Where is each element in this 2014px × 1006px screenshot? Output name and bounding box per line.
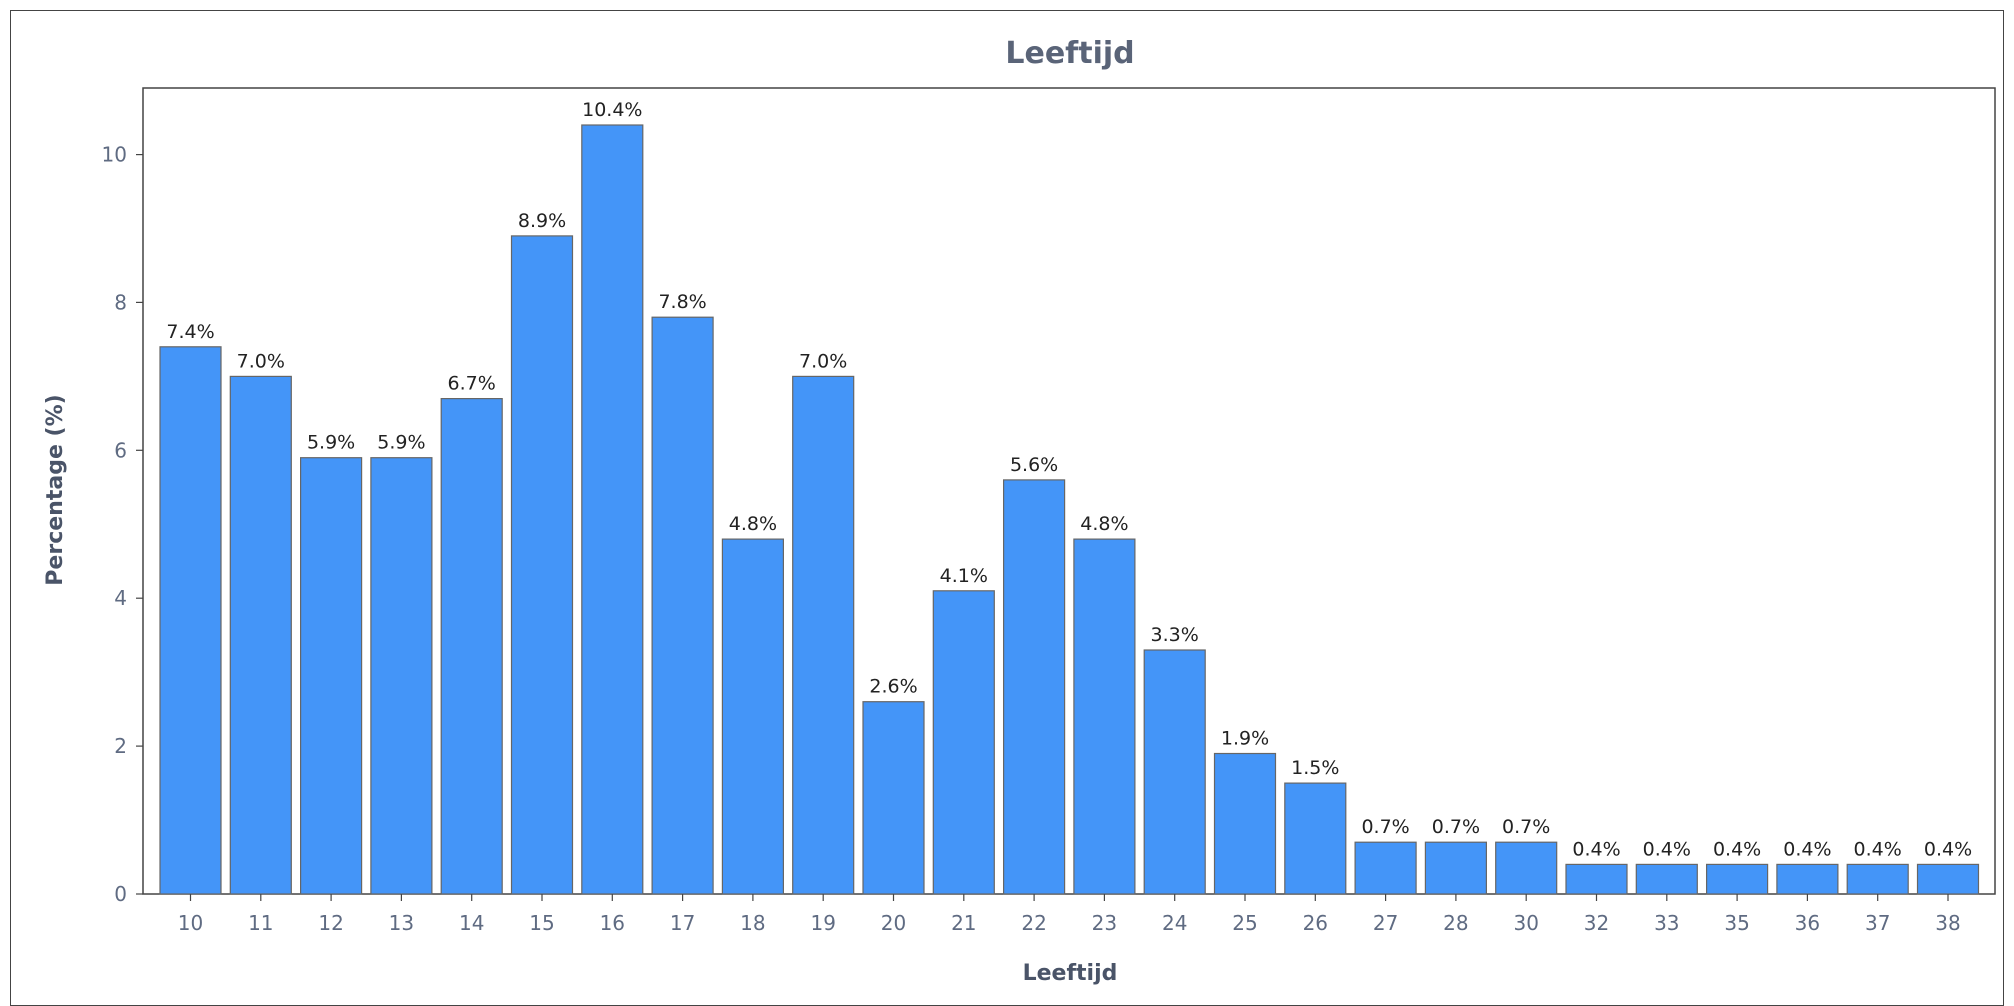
- x-tick-label-32: 32: [1584, 911, 1609, 935]
- x-tick-label-35: 35: [1724, 911, 1749, 935]
- y-tick-label-10: 10: [102, 143, 127, 167]
- bar-30: [1495, 841, 1558, 895]
- x-tick-label-27: 27: [1373, 911, 1398, 935]
- y-tick-label-6: 6: [114, 438, 127, 462]
- data-label-15: 8.9%: [518, 210, 566, 232]
- bars-group: 7.4% 7.0% 5.9% 5.9% 6.7% 8.9% 10.4% 7.8% 4.8% 7.0…: [159, 99, 1980, 895]
- y-tick-label-4: 4: [114, 586, 127, 610]
- bar-23: [1073, 538, 1136, 895]
- x-tick-label-19: 19: [810, 911, 835, 935]
- bar-22: [1002, 479, 1066, 895]
- bar-19: [792, 375, 855, 895]
- data-label-32: 0.4%: [1572, 838, 1620, 860]
- bar-37: [1846, 863, 1909, 895]
- bar-25: [1213, 752, 1277, 895]
- data-label-24: 3.3%: [1151, 624, 1199, 646]
- bar-17: [651, 316, 714, 895]
- data-label-36: 0.4%: [1783, 838, 1831, 860]
- data-label-10: 7.4%: [166, 321, 214, 343]
- data-label-23: 4.8%: [1080, 513, 1128, 535]
- x-tick-label-12: 12: [318, 911, 343, 935]
- bar-16: [581, 124, 644, 895]
- data-label-21: 4.1%: [940, 565, 988, 587]
- bar-28: [1424, 841, 1488, 895]
- bar-38: [1916, 863, 1980, 895]
- data-label-12: 5.9%: [307, 432, 355, 454]
- x-tick-label-23: 23: [1092, 911, 1117, 935]
- data-label-13: 5.9%: [377, 432, 425, 454]
- x-tick-label-21: 21: [951, 911, 976, 935]
- x-tick-label-16: 16: [600, 911, 625, 935]
- x-tick-label-22: 22: [1021, 911, 1046, 935]
- bar-36: [1776, 863, 1839, 895]
- data-label-20: 2.6%: [869, 676, 917, 698]
- plot-area: [142, 87, 1996, 895]
- y-axis-title: Percentage (%): [43, 394, 68, 585]
- x-tick-label-20: 20: [881, 911, 906, 935]
- bar-12: [300, 457, 363, 895]
- data-label-27: 0.7%: [1361, 816, 1409, 838]
- bar-15: [510, 235, 574, 895]
- x-tick-label-37: 37: [1865, 911, 1890, 935]
- bar-26: [1284, 782, 1347, 895]
- x-tick-label-11: 11: [248, 911, 273, 935]
- data-label-14: 6.7%: [448, 373, 496, 395]
- x-tick-label-28: 28: [1443, 911, 1468, 935]
- bar-35: [1705, 863, 1769, 895]
- y-tick-label-2: 2: [114, 734, 127, 758]
- x-tick-label-13: 13: [389, 911, 414, 935]
- data-label-26: 1.5%: [1291, 757, 1339, 779]
- x-tick-label-15: 15: [529, 911, 554, 935]
- chart-title: Leeftijd: [1005, 36, 1134, 71]
- data-label-28: 0.7%: [1432, 816, 1480, 838]
- data-label-18: 4.8%: [729, 513, 777, 535]
- data-label-37: 0.4%: [1854, 838, 1902, 860]
- bar-32: [1565, 863, 1628, 895]
- x-tick-label-26: 26: [1303, 911, 1328, 935]
- x-tick-label-17: 17: [670, 911, 695, 935]
- bar-13: [370, 457, 433, 895]
- x-tick-label-36: 36: [1795, 911, 1820, 935]
- data-label-25: 1.9%: [1221, 728, 1269, 750]
- y-tick-label-0: 0: [114, 882, 127, 906]
- ticks-group: 10 11 12 13 14 15 16 17 18 19 20 21 22 23 24 25 26 27 28 30…: [102, 143, 1961, 935]
- y-tick-label-8: 8: [114, 290, 127, 314]
- data-label-19: 7.0%: [799, 350, 847, 372]
- bar-24: [1143, 649, 1206, 895]
- bar-27: [1354, 841, 1417, 895]
- bar-11: [229, 375, 292, 895]
- x-tick-label-38: 38: [1935, 911, 1960, 935]
- data-label-35: 0.4%: [1713, 838, 1761, 860]
- bar-33: [1635, 863, 1698, 895]
- data-label-16: 10.4%: [582, 99, 642, 121]
- data-label-22: 5.6%: [1010, 454, 1058, 476]
- x-tick-label-24: 24: [1162, 911, 1187, 935]
- x-tick-label-10: 10: [178, 911, 203, 935]
- bar-18: [721, 538, 785, 895]
- data-label-11: 7.0%: [237, 350, 285, 372]
- data-label-17: 7.8%: [658, 291, 706, 313]
- x-tick-label-18: 18: [740, 911, 765, 935]
- bar-10: [159, 346, 222, 895]
- x-axis-title: Leeftijd: [1023, 961, 1118, 986]
- data-label-38: 0.4%: [1924, 838, 1972, 860]
- bar-14: [440, 398, 503, 895]
- x-tick-label-14: 14: [459, 911, 484, 935]
- x-tick-label-33: 33: [1654, 911, 1679, 935]
- data-label-33: 0.4%: [1643, 838, 1691, 860]
- bar-21: [932, 590, 995, 895]
- x-tick-label-30: 30: [1513, 911, 1538, 935]
- x-tick-label-25: 25: [1232, 911, 1257, 935]
- data-label-30: 0.7%: [1502, 816, 1550, 838]
- bar-20: [862, 701, 925, 895]
